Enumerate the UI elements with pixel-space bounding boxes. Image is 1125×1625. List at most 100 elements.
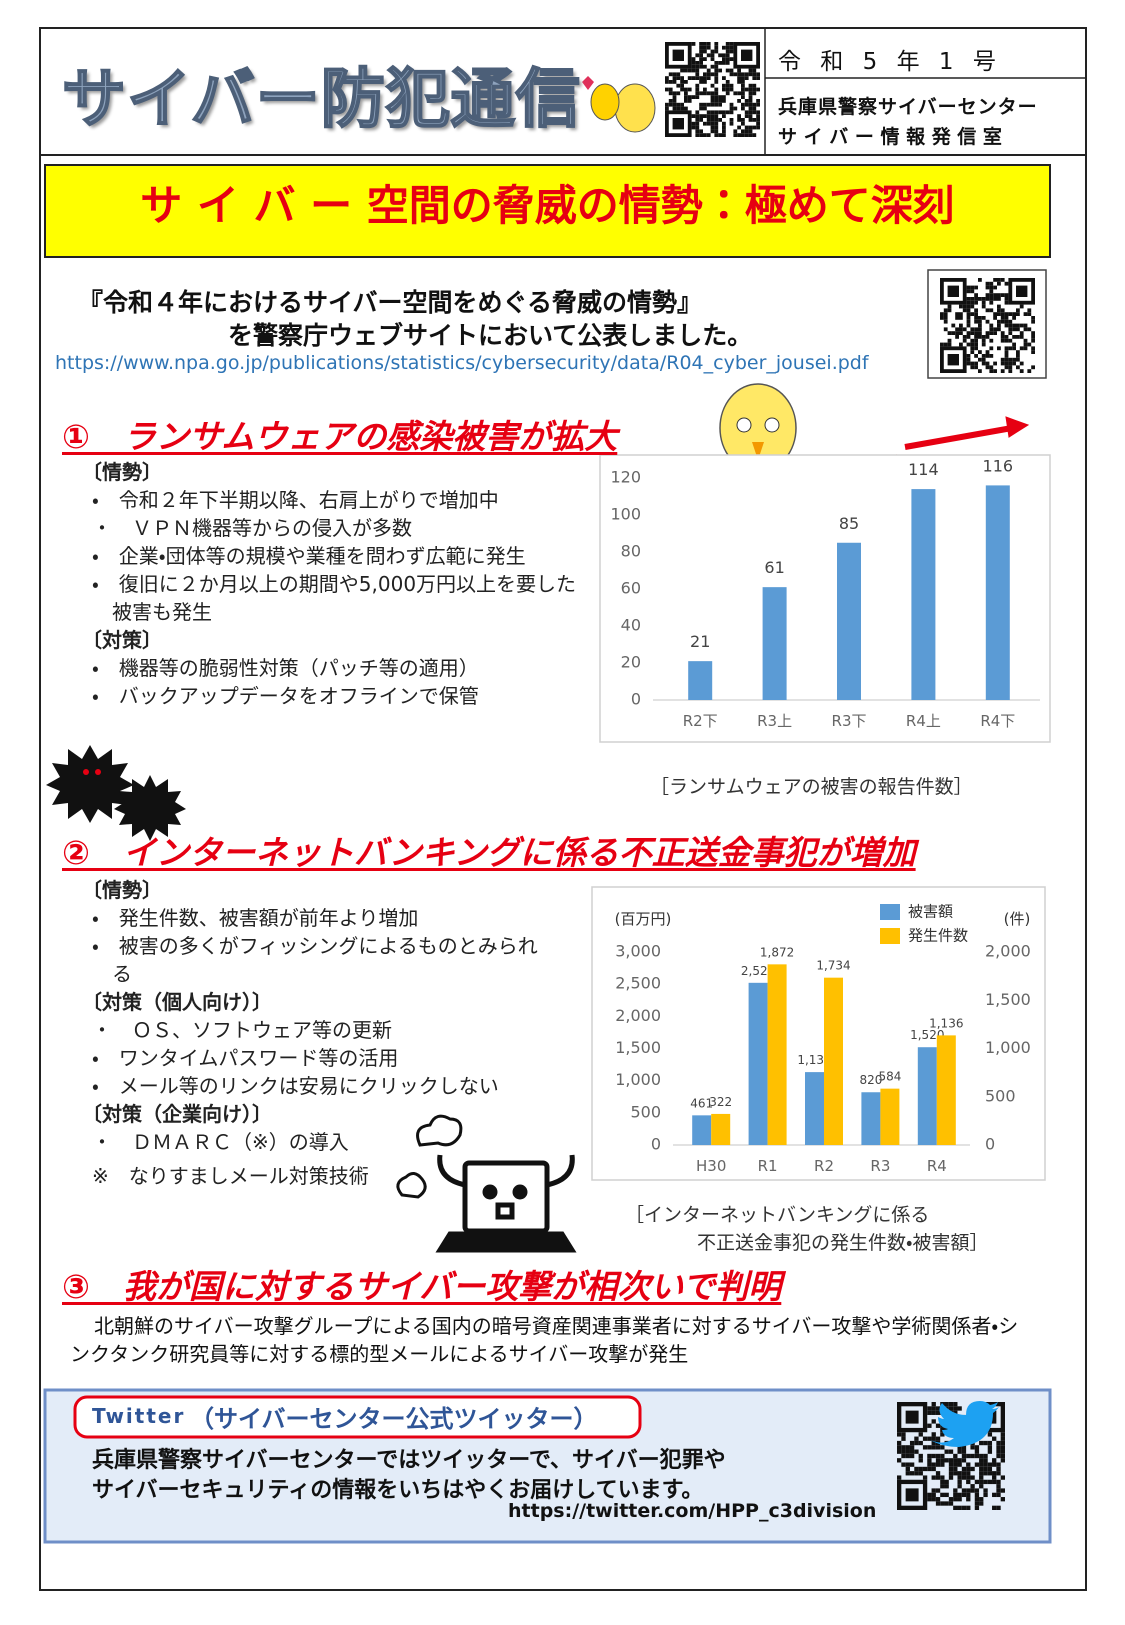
- qr-module: [935, 1488, 941, 1493]
- qr-module: [752, 102, 757, 107]
- y-tick-label: 0: [985, 1135, 995, 1154]
- qr-module: [744, 72, 749, 77]
- list-item: ・ 復旧に２か月以上の期間や5,000万円以上を要した被害も発生: [92, 572, 577, 624]
- qr-module: [1019, 331, 1024, 335]
- data-label: 1,734: [816, 959, 850, 973]
- qr-module: [979, 1453, 984, 1459]
- note: ※ なりすましメール対策技術: [92, 1164, 369, 1188]
- qr-module: [706, 53, 711, 58]
- qr-module: [997, 319, 1001, 324]
- qr-module: [1004, 357, 1009, 362]
- qr-module: [1016, 308, 1020, 313]
- qr-module: [744, 76, 749, 80]
- qr-module: [983, 1440, 988, 1446]
- qr-module: [961, 1458, 967, 1463]
- qr-module: [931, 1488, 936, 1493]
- mascot-large: [719, 383, 797, 473]
- qr-module: [699, 45, 703, 50]
- qr-module: [953, 1402, 958, 1407]
- qr-module: [756, 72, 760, 77]
- qr-module: [737, 133, 741, 137]
- qr-module: [699, 129, 703, 134]
- qr-module: [695, 87, 700, 92]
- qr-module: [940, 1479, 945, 1485]
- qr-module: [935, 1471, 941, 1476]
- list-item: ・ バックアップデータをオフラインで保管: [92, 684, 479, 708]
- qr-module: [1031, 365, 1035, 370]
- heart: [582, 76, 594, 90]
- qr-module: [680, 106, 684, 111]
- group-label: 〔情勢〕: [82, 878, 162, 902]
- qr-module: [706, 114, 711, 118]
- qr-finder: [947, 285, 959, 297]
- qr-module: [948, 1497, 954, 1502]
- qr-module: [935, 1410, 941, 1415]
- qr-module: [922, 1436, 928, 1441]
- qr-module: [1023, 327, 1028, 332]
- y-tick-label: 0: [631, 690, 641, 709]
- legend-label: 被害額: [908, 903, 953, 921]
- qr-module: [966, 312, 971, 316]
- qr-module: [710, 49, 715, 54]
- qr-module: [996, 1453, 1001, 1459]
- qr-module: [974, 354, 978, 358]
- qr-module: [672, 91, 677, 96]
- qr-module: [992, 1505, 997, 1510]
- qr-module: [725, 45, 730, 50]
- qr-module: [985, 293, 990, 297]
- qr-module: [1012, 312, 1016, 316]
- qr-module: [695, 125, 700, 130]
- qr-module: [901, 1449, 906, 1454]
- qr-finder: [896, 1402, 928, 1433]
- qr-module: [756, 76, 760, 80]
- qr-module: [684, 95, 688, 99]
- qr-module: [948, 1475, 954, 1480]
- qr-module: [668, 72, 673, 77]
- bar: [861, 1092, 881, 1145]
- qr-module: [1023, 342, 1028, 347]
- qr-module: [948, 1462, 954, 1467]
- qr-finder: [733, 42, 760, 69]
- qr-module: [959, 316, 963, 320]
- list-item: ・ ワンタイムパスワード等の活用: [92, 1046, 399, 1070]
- qr-module: [714, 76, 719, 80]
- qr-module: [905, 1445, 910, 1450]
- qr-module: [909, 1453, 915, 1459]
- qr-module: [1000, 335, 1005, 339]
- qr-module: [992, 1492, 997, 1498]
- qr-module: [922, 1466, 928, 1472]
- qr-module: [927, 1410, 932, 1415]
- group-label: 〔対策（企業向け）〕: [82, 1102, 272, 1126]
- qr-module: [714, 64, 719, 69]
- qr-module: [725, 80, 730, 84]
- qr-module: [748, 87, 753, 92]
- qr-module: [981, 338, 986, 343]
- qr-module: [992, 1471, 997, 1476]
- qr-module: [957, 1475, 962, 1480]
- data-label: 114: [908, 460, 939, 479]
- qr-module: [1004, 365, 1009, 370]
- group-label: 〔対策（個人向け）〕: [82, 990, 272, 1014]
- qr-module: [714, 91, 719, 96]
- qr-module: [699, 80, 703, 84]
- qr-module: [978, 278, 982, 282]
- qr-module: [983, 1488, 988, 1493]
- qr-finder: [947, 354, 959, 366]
- qr-module: [695, 114, 700, 118]
- qr-module: [966, 1488, 971, 1493]
- qr-module: [993, 297, 997, 301]
- qr-module: [922, 1475, 928, 1480]
- y-tick-label: 3,000: [615, 942, 661, 961]
- footer-line: 兵庫県警察サイバーセンターではツイッターで、サイバー犯罪や: [92, 1448, 726, 1473]
- qr-module: [668, 102, 673, 107]
- qr-module: [1031, 350, 1035, 354]
- x-tick-label: R2: [814, 1157, 834, 1175]
- qr-module: [962, 335, 967, 339]
- x-tick-label: R1: [758, 1157, 778, 1175]
- qr-module: [748, 72, 753, 77]
- list-item: ・ メール等のリンクは安易にクリックしない: [92, 1074, 499, 1098]
- qr-module: [931, 1410, 936, 1415]
- qr-finder: [672, 49, 684, 61]
- qr-module: [706, 102, 711, 107]
- qr-module: [992, 1436, 997, 1441]
